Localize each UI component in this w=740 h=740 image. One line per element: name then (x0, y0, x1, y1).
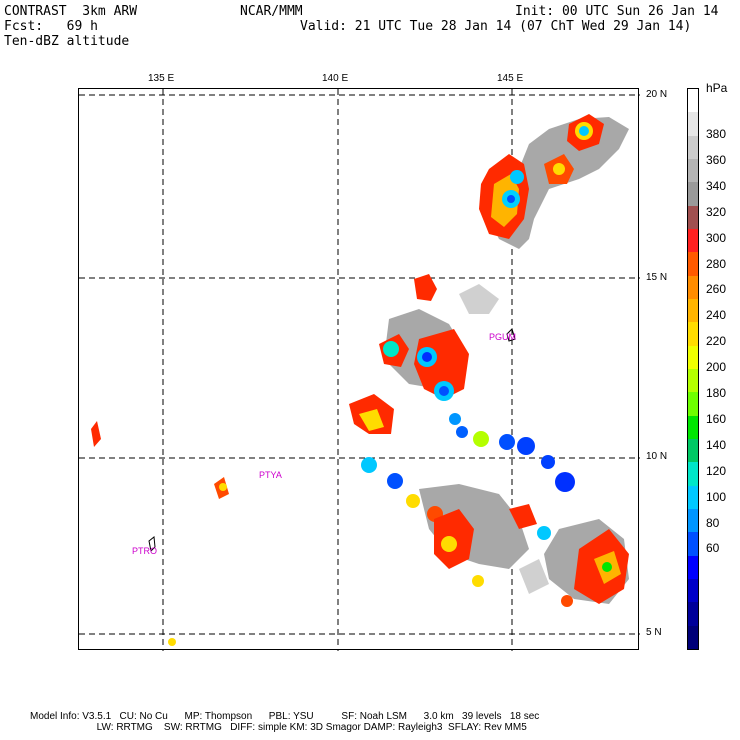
lat-label-20: 20 N (646, 89, 668, 100)
cell-red-u (561, 595, 573, 607)
colorbar-tick-label: 380 (706, 127, 727, 141)
station-pgum: PGUM (489, 332, 516, 342)
lat-label-5: 5 N (646, 627, 662, 638)
colorbar-segment (688, 602, 698, 627)
map-panel (78, 88, 640, 651)
cell-blue-e (449, 413, 461, 425)
colorbar-tick-label: 300 (706, 230, 727, 245)
colorbar-tick-label: 240 (706, 308, 727, 323)
colorbar-tick-label: 340 (706, 178, 727, 193)
colorbar-tick-label: 360 (706, 152, 727, 167)
colorbar-tick-label: 140 (706, 437, 727, 452)
colorbar-unit: hPa (706, 81, 728, 95)
colorbar-segment (688, 252, 698, 277)
colorbar-segment (688, 392, 698, 417)
colorbar-segment (688, 159, 698, 183)
cell-red-b (414, 329, 469, 399)
colorbar-tick-label: 60 (706, 541, 720, 556)
colorbar-tick-label: 220 (706, 334, 727, 349)
colorbar-tick-label: 320 (706, 204, 727, 219)
cell-yellow-ne-2 (553, 163, 565, 175)
colorbar-segment (688, 579, 698, 603)
colorbar-segment (688, 182, 698, 207)
cell-yellow-q (472, 575, 484, 587)
colorbar-segment (688, 485, 698, 510)
colorbar-tick-label: 280 (706, 256, 727, 271)
guam-outline (506, 328, 516, 342)
colorbar-segment (688, 275, 698, 300)
colorbar-segment (688, 345, 698, 370)
colorbar-segment (688, 415, 698, 440)
colorbar-tick-label: 80 (706, 515, 720, 530)
colorbar-segment (688, 555, 698, 580)
graticule (79, 89, 640, 651)
cell-yellow-d (359, 409, 384, 431)
cell-yellow-south (168, 638, 176, 646)
cell-green-t (602, 562, 612, 572)
field-name: Ten-dBZ altitude (4, 34, 130, 49)
lon-label-145: 145 E (497, 73, 524, 84)
cell-yellow-n (406, 494, 420, 508)
colorbar-segment (688, 89, 698, 113)
lat-label-15: 15 N (646, 272, 668, 283)
station-ptya: PTYA (259, 470, 282, 480)
colorbar-segment (688, 135, 698, 160)
lat-label-10: 10 N (646, 451, 668, 462)
light-cloud-areas (459, 284, 549, 594)
cell-yellow-p (441, 536, 457, 552)
light-cloud-1 (459, 284, 499, 314)
station-ptro: PTRO (132, 546, 158, 556)
cell-red-west (91, 421, 101, 447)
init-time: Init: 00 UTC Sun 26 Jan 14 (515, 4, 719, 19)
colorbar-segment (688, 439, 698, 463)
cell-green-g (473, 431, 489, 447)
cell-cyan-a (383, 341, 399, 357)
valid-time: Valid: 21 UTC Tue 28 Jan 14 (07 ChT Wed … (300, 19, 692, 34)
cell-red-15n (414, 274, 437, 301)
light-cloud-2 (519, 559, 549, 594)
forecast-hour: Fcst: 69 h (4, 19, 98, 34)
colorbar-segment (688, 509, 698, 533)
colorbar-segment (688, 625, 698, 650)
cell-blue-b (422, 352, 432, 362)
cell-yellow-ptya (219, 483, 227, 491)
cell-cyan-ne (579, 126, 589, 136)
colorbar-segment (688, 369, 698, 393)
model-info-line1: Model Info: V3.5.1 CU: No Cu MP: Thompso… (30, 711, 540, 722)
colorbar-tick-label: 180 (706, 386, 727, 400)
colorbar (687, 88, 699, 650)
model-info-line2: LW: RRTMG SW: RRTMG DIFF: simple KM: 3D … (30, 722, 527, 733)
cell-cyan-north-2 (510, 170, 524, 184)
cell-blue-f (456, 426, 468, 438)
colorbar-tick-label: 120 (706, 463, 727, 478)
colorbar-segment (688, 299, 698, 323)
cell-blue-c (439, 386, 449, 396)
cell-blue-north (507, 195, 515, 203)
cell-blue-h (499, 434, 515, 450)
colorbar-tick-label: 160 (706, 411, 727, 426)
cell-blue-i (517, 437, 535, 455)
cell-cyan-s (537, 526, 551, 540)
colorbar-segment (688, 229, 698, 253)
cell-red-r (509, 504, 537, 529)
colorbar-tick-label: 100 (706, 489, 727, 504)
cell-blue-m (387, 473, 403, 489)
colorbar-segment (688, 532, 698, 557)
colorbar-tick-label: 260 (706, 282, 727, 297)
colorbar-segment (688, 322, 698, 347)
cell-cyan-l (361, 457, 377, 473)
cell-blue-j (541, 455, 555, 469)
colorbar-segment (688, 462, 698, 487)
institution: NCAR/MMM (240, 4, 303, 19)
lon-label-140: 140 E (322, 73, 349, 84)
cell-blue-k (555, 472, 575, 492)
colorbar-tick-label: 200 (706, 360, 727, 375)
convective-cells (91, 114, 629, 646)
model-name: CONTRAST 3km ARW (4, 4, 138, 19)
colorbar-segment (688, 112, 698, 137)
map-svg (79, 89, 640, 651)
palau-outline (148, 536, 156, 553)
lon-label-135: 135 E (148, 73, 175, 84)
colorbar-segment (688, 205, 698, 230)
